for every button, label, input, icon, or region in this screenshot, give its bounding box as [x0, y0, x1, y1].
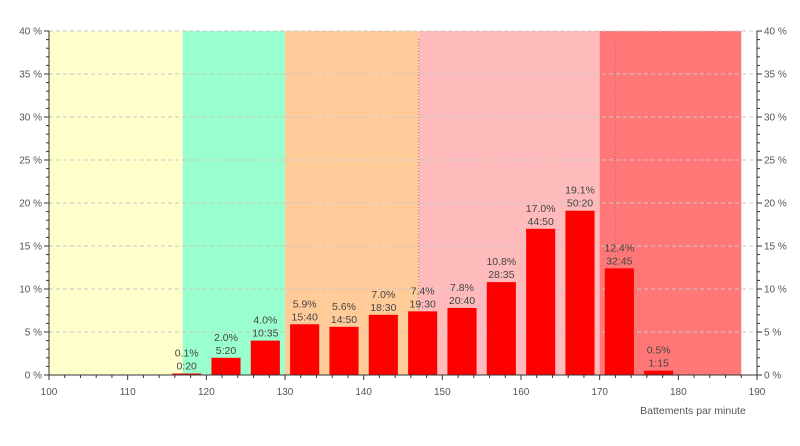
x-tick-label: 120 — [198, 387, 215, 398]
x-tick-label: 100 — [41, 387, 58, 398]
bar-percent-label: 4.0% — [253, 315, 277, 327]
data-labels: 0.1%0:20 2.0%5:20 4.0%10:35 5.9%15:40 5.6%14… — [175, 185, 671, 373]
bar-percent-label: 17.0% — [526, 203, 556, 215]
y-tick-label-left: 10 % — [19, 285, 42, 296]
bar-time-label: 15:40 — [292, 311, 318, 323]
bar-percent-label: 10.8% — [486, 256, 516, 268]
bar-time-label: 44:50 — [528, 216, 554, 228]
x-tick-label: 130 — [277, 387, 294, 398]
y-tick-label-left: 25 % — [19, 156, 42, 167]
bar-percent-label: 12.4% — [604, 242, 634, 254]
y-tick-label-left: 15 % — [19, 242, 42, 253]
bar-percent-label: 0.1% — [175, 348, 199, 360]
y-tick-label-right: 0 % — [764, 371, 781, 382]
y-tick-label-left: 5 % — [25, 328, 42, 339]
x-tick-label: 190 — [749, 387, 766, 398]
bars — [172, 210, 674, 375]
y-tick-label-left: 35 % — [19, 70, 42, 81]
bar — [447, 307, 477, 375]
bar — [565, 210, 595, 375]
y-tick-label-right: 25 % — [764, 156, 787, 167]
y-tick-label-right: 40 % — [764, 27, 787, 38]
y-tick-label-left: 30 % — [19, 113, 42, 124]
bar-time-label: 32:45 — [606, 255, 632, 267]
bar — [250, 340, 280, 375]
x-tick-label: 110 — [120, 387, 136, 398]
y-tick-label-right: 35 % — [764, 70, 787, 81]
x-tick-label: 180 — [670, 387, 687, 398]
bar-time-label: 1:15 — [648, 358, 669, 370]
bar-percent-label: 5.9% — [293, 298, 317, 310]
bar-percent-label: 7.0% — [371, 289, 395, 301]
bar-time-label: 18:30 — [370, 302, 396, 314]
bar — [486, 282, 516, 375]
x-tick-label: 140 — [355, 387, 372, 398]
bar-percent-label: 0.5% — [647, 345, 671, 357]
bar-time-label: 10:35 — [252, 328, 278, 340]
bar-time-label: 50:20 — [567, 198, 593, 210]
bar — [526, 228, 556, 375]
y-tick-label-left: 40 % — [19, 27, 42, 38]
bar-percent-label: 5.6% — [332, 301, 356, 313]
y-tick-label-right: 15 % — [764, 242, 787, 253]
y-tick-label-right: 20 % — [764, 199, 787, 210]
bar — [172, 373, 202, 375]
x-axis-label: Battements par minute — [640, 405, 746, 417]
bar-time-label: 28:35 — [488, 269, 514, 281]
x-tick-label: 170 — [591, 387, 608, 398]
bar-percent-label: 7.8% — [450, 282, 474, 294]
bar-time-label: 0:20 — [176, 361, 197, 373]
bar — [290, 324, 320, 375]
y-tick-label-left: 0 % — [25, 371, 42, 382]
y-tick-label-right: 10 % — [764, 285, 787, 296]
bar-percent-label: 19.1% — [565, 185, 595, 197]
bar-time-label: 19:30 — [410, 298, 436, 310]
x-tick-label: 150 — [434, 387, 451, 398]
x-tick-label: 160 — [513, 387, 530, 398]
y-tick-label-right: 30 % — [764, 113, 787, 124]
bar — [368, 314, 398, 375]
bar — [211, 357, 241, 375]
bar-percent-label: 7.4% — [411, 285, 435, 297]
bar — [408, 311, 438, 375]
bar-percent-label: 2.0% — [214, 332, 238, 344]
bar-time-label: 20:40 — [449, 295, 475, 307]
bar — [329, 326, 359, 375]
bar-time-label: 5:20 — [216, 345, 237, 357]
bar — [604, 268, 634, 375]
bar-time-label: 14:50 — [331, 314, 357, 326]
y-tick-label-left: 20 % — [19, 199, 42, 210]
bar — [644, 370, 674, 375]
y-tick-label-right: 5 % — [764, 328, 781, 339]
axes: 0 % 0 % 5 % 5 % 10 % 10 % 15 % 15 % 20 % 20 % 25 %… — [19, 27, 787, 399]
